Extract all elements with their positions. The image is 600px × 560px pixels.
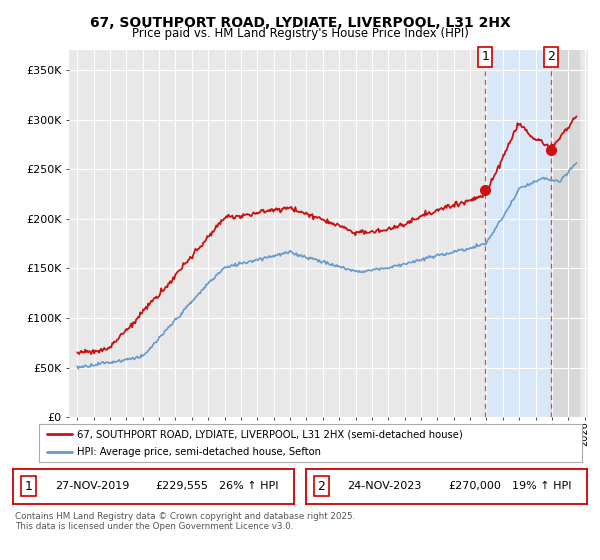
Text: 1: 1 [481, 50, 489, 63]
Text: 2: 2 [317, 480, 325, 493]
Text: 2: 2 [547, 50, 554, 63]
Bar [551, 50, 580, 417]
Text: £229,555: £229,555 [155, 482, 208, 491]
Text: 67, SOUTHPORT ROAD, LYDIATE, LIVERPOOL, L31 2HX (semi-detached house): 67, SOUTHPORT ROAD, LYDIATE, LIVERPOOL, … [77, 429, 463, 439]
Text: £270,000: £270,000 [448, 482, 501, 491]
Text: 67, SOUTHPORT ROAD, LYDIATE, LIVERPOOL, L31 2HX: 67, SOUTHPORT ROAD, LYDIATE, LIVERPOOL, … [89, 16, 511, 30]
Text: 1: 1 [25, 480, 32, 493]
Text: 19% ↑ HPI: 19% ↑ HPI [512, 482, 572, 491]
Bar [485, 50, 551, 417]
Text: Contains HM Land Registry data © Crown copyright and database right 2025.
This d: Contains HM Land Registry data © Crown c… [15, 512, 355, 531]
Text: Price paid vs. HM Land Registry's House Price Index (HPI): Price paid vs. HM Land Registry's House … [131, 27, 469, 40]
Text: HPI: Average price, semi-detached house, Sefton: HPI: Average price, semi-detached house,… [77, 447, 321, 457]
Text: 26% ↑ HPI: 26% ↑ HPI [220, 482, 279, 491]
Text: 24-NOV-2023: 24-NOV-2023 [347, 482, 422, 491]
Text: 27-NOV-2019: 27-NOV-2019 [55, 482, 129, 491]
